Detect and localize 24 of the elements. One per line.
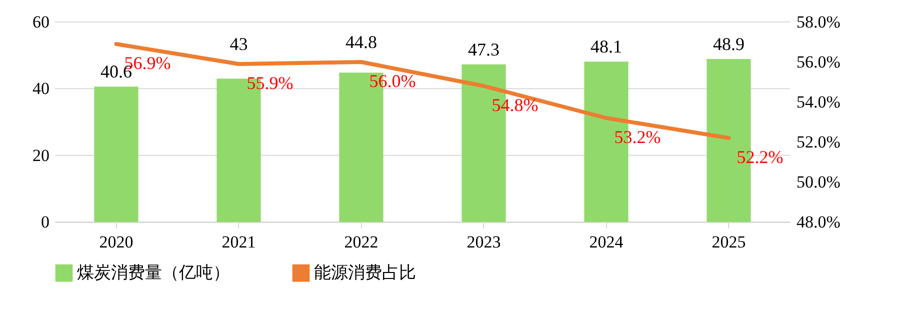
x-tick-label: 2025 <box>712 232 746 252</box>
data-label: 44.8 <box>346 32 377 52</box>
data-label: 47.3 <box>468 39 500 60</box>
y-tick-label: 20 <box>32 146 50 165</box>
x-tick-label: 2020 <box>99 232 134 252</box>
bar <box>94 86 138 222</box>
y2-tick-label: 50.0% <box>796 172 840 192</box>
x-tick-label: 2024 <box>589 232 624 252</box>
y2-tick-label: 56.0% <box>796 52 840 72</box>
x-tick-label: 2021 <box>222 232 256 252</box>
data-label: 48.1 <box>590 36 622 57</box>
legend-label: 能源消费占比 <box>314 263 416 282</box>
y2-tick-label: 48.0% <box>796 212 840 232</box>
x-tick-label: 2023 <box>466 232 501 252</box>
y2-tick-label: 52.0% <box>796 132 840 152</box>
y-tick-label: 60 <box>32 12 50 32</box>
y2-tick-label: 58.0% <box>796 12 840 32</box>
y-tick-label: 0 <box>41 212 50 232</box>
y-tick-label: 40 <box>32 79 50 98</box>
x-tick-label: 2022 <box>344 232 378 252</box>
legend-label: 煤炭消费量（亿吨） <box>77 263 230 282</box>
data-label: 43 <box>230 34 248 54</box>
data-label: 48.9 <box>713 34 744 54</box>
y2-tick-label: 54.0% <box>796 92 840 112</box>
